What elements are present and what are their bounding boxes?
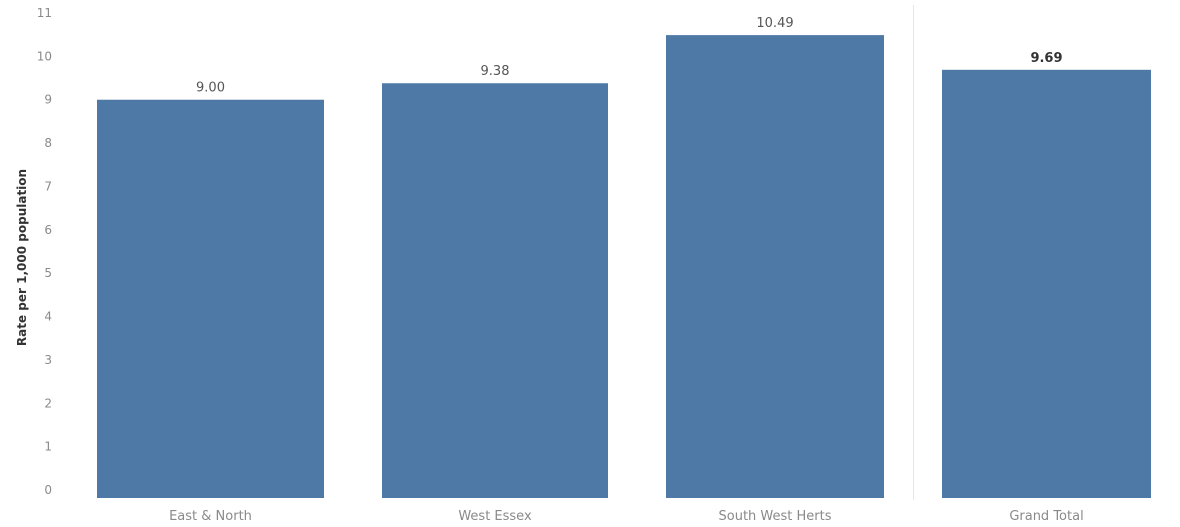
bar xyxy=(666,35,884,499)
bar xyxy=(97,99,324,499)
bar xyxy=(942,69,1151,498)
y-tick-label: 10 xyxy=(37,49,52,63)
bar-value-label: 9.00 xyxy=(196,81,225,96)
y-tick-label: 6 xyxy=(44,223,52,237)
value-labels: 9.00 9.38 10.49 9.69 xyxy=(196,16,1063,96)
y-tick-label: 8 xyxy=(44,136,52,150)
y-tick-label: 2 xyxy=(44,396,52,410)
x-category-label: Grand Total xyxy=(1009,509,1083,524)
x-axis: East & North West Essex South West Herts Gr… xyxy=(169,509,1084,524)
bar-value-label: 9.38 xyxy=(481,64,510,79)
y-tick-label: 3 xyxy=(44,353,52,367)
y-axis-title: Rate per 1,000 population xyxy=(15,169,29,346)
x-category-label: South West Herts xyxy=(719,509,832,524)
y-tick-label: 0 xyxy=(44,483,52,497)
y-axis: 0 1 2 3 4 5 6 7 8 9 10 11 xyxy=(37,6,52,497)
y-tick-label: 1 xyxy=(44,440,52,454)
x-category-label: East & North xyxy=(169,509,252,524)
y-tick-label: 7 xyxy=(44,179,52,193)
bar xyxy=(382,83,608,499)
y-tick-label: 5 xyxy=(44,266,52,280)
y-tick-label: 4 xyxy=(44,310,52,324)
bar-value-label: 10.49 xyxy=(756,16,793,31)
bars xyxy=(97,35,1151,499)
x-category-label: West Essex xyxy=(458,509,532,524)
y-tick-label: 11 xyxy=(37,6,52,20)
bar-value-label: 9.69 xyxy=(1030,51,1062,66)
y-tick-label: 9 xyxy=(44,93,52,107)
